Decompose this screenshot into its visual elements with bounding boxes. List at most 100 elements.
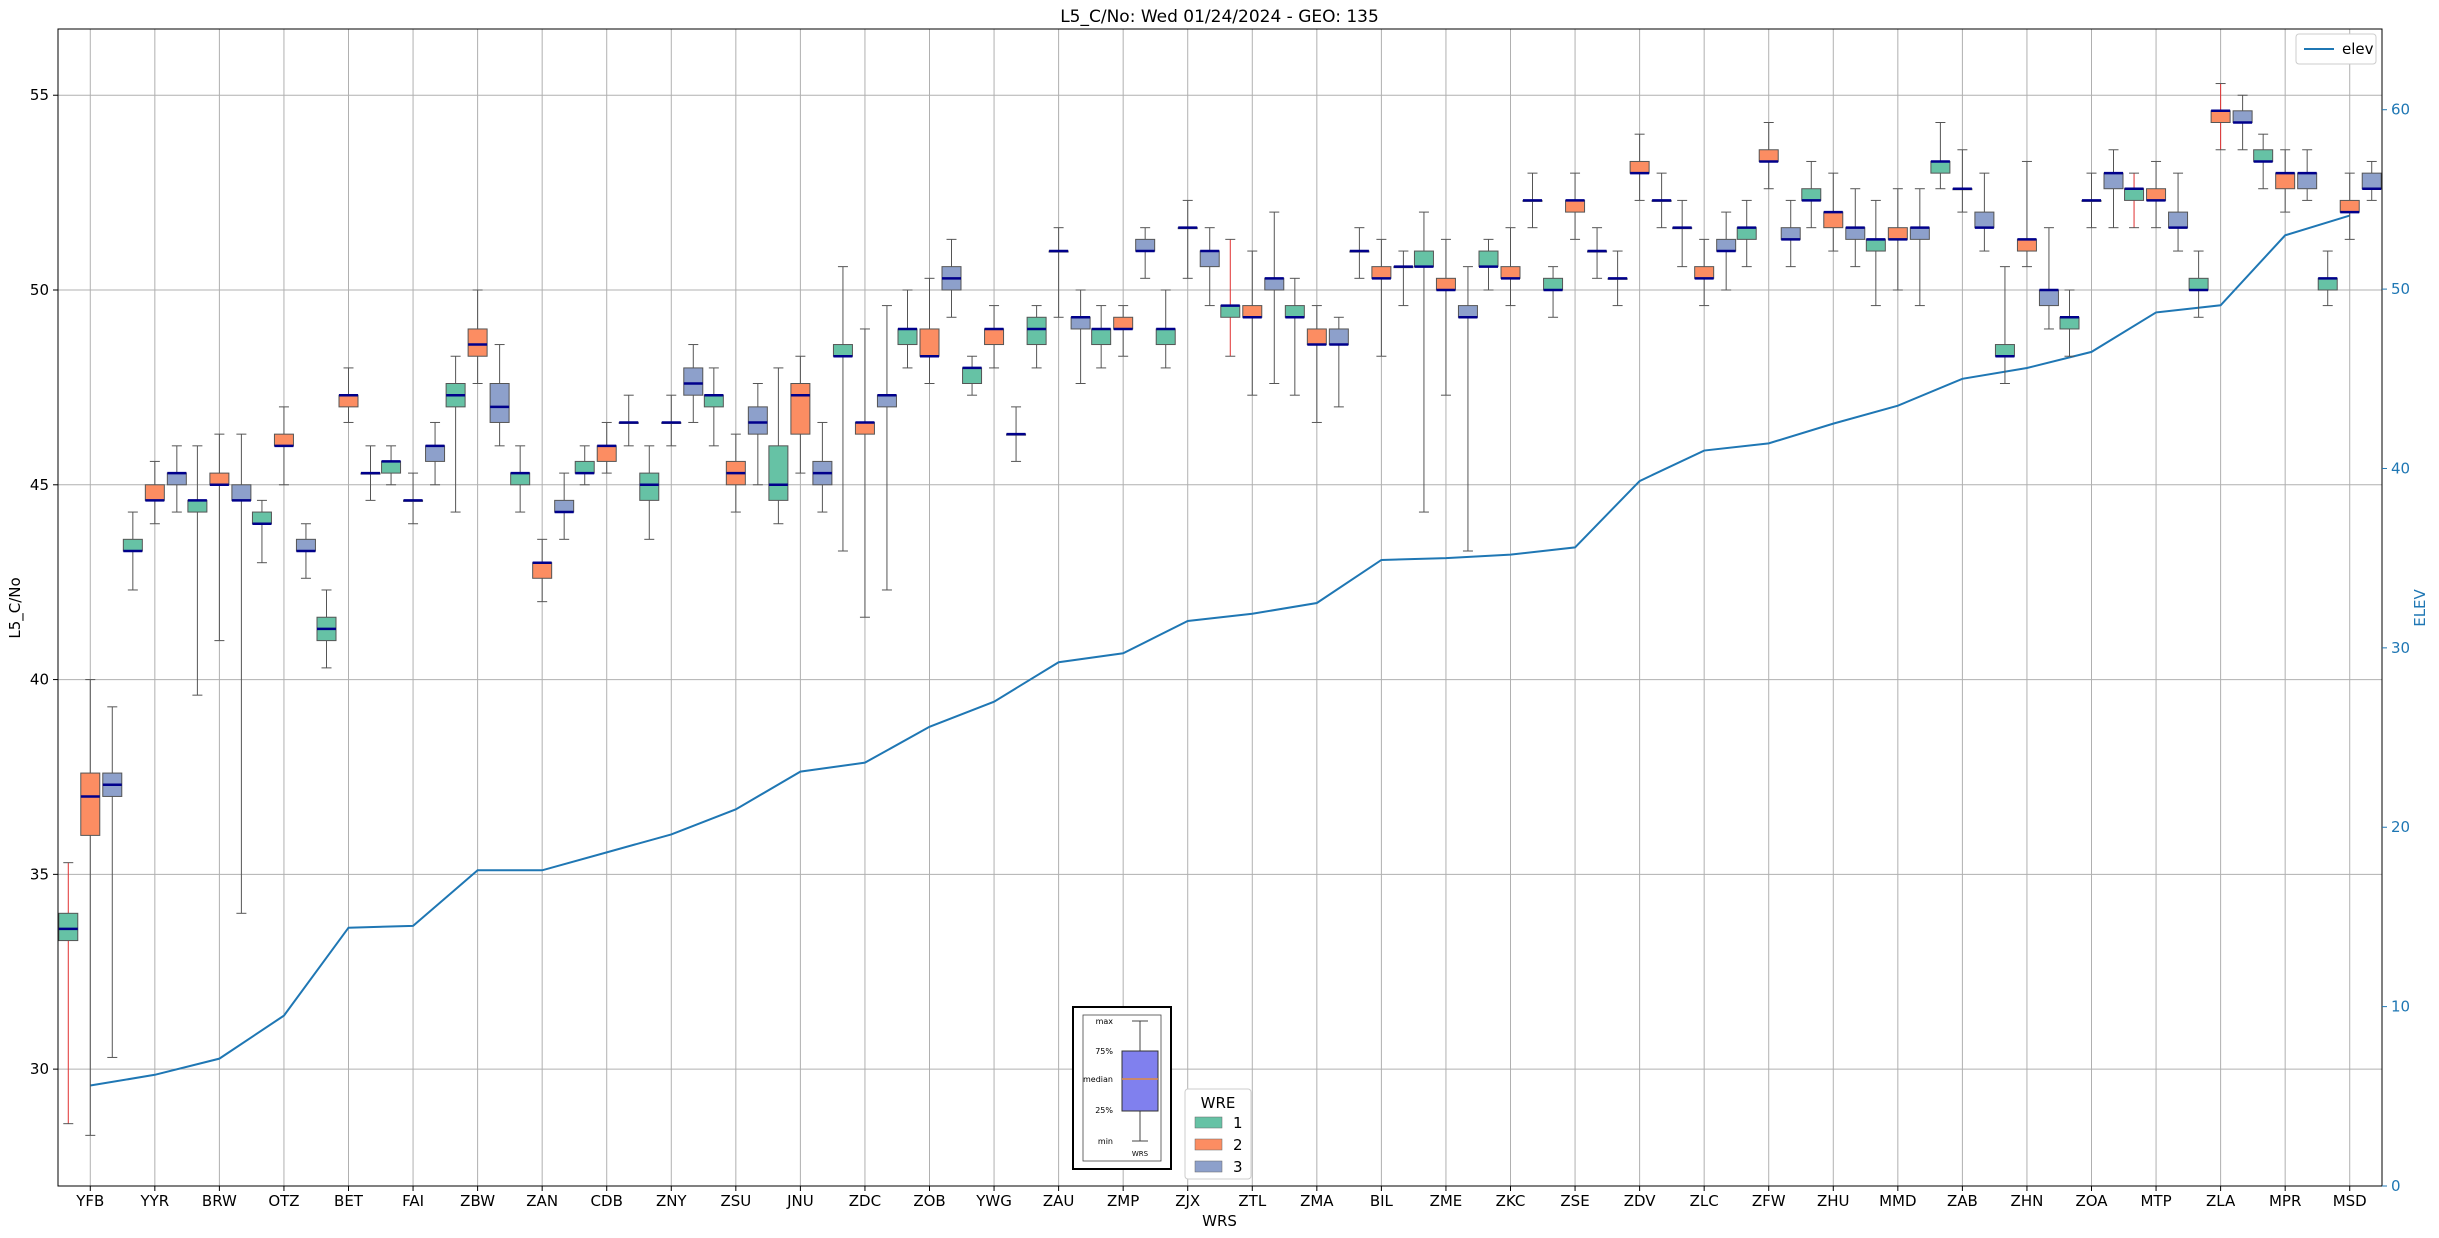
x-tick-label: ZFW bbox=[1752, 1192, 1786, 1210]
box-zdc-wre1 bbox=[832, 266, 853, 552]
x-tick-label: MPR bbox=[2269, 1192, 2301, 1210]
box-key-q3: 75% bbox=[1095, 1047, 1113, 1056]
x-tick-label: ZTL bbox=[1238, 1192, 1266, 1210]
box-ywg-wre2 bbox=[984, 305, 1005, 369]
box-iqr bbox=[273, 433, 294, 447]
x-tick-label: FAI bbox=[402, 1192, 424, 1210]
box-iqr bbox=[596, 445, 617, 462]
box-iqr bbox=[1994, 344, 2015, 357]
box-iqr bbox=[1887, 227, 1908, 240]
x-tick-label: YWG bbox=[975, 1192, 1012, 1210]
box-iqr bbox=[2297, 172, 2318, 190]
x-tick-label: CDB bbox=[591, 1192, 623, 1210]
box-ztl-wre2 bbox=[1242, 250, 1263, 396]
box-iqr bbox=[2339, 199, 2360, 213]
box-zhn-wre1 bbox=[1994, 266, 2015, 385]
box-iqr bbox=[2146, 188, 2167, 201]
box-mpr-wre3 bbox=[2297, 149, 2318, 201]
x-tick-label: BET bbox=[334, 1192, 364, 1210]
box-zhu-wre1 bbox=[1801, 160, 1822, 229]
box-jnu-wre2 bbox=[790, 355, 811, 474]
box-zan-wre1 bbox=[510, 445, 531, 513]
box-zla-wre2 bbox=[2210, 83, 2231, 151]
box-iqr bbox=[639, 472, 660, 501]
wre-legend-swatch-1 bbox=[1194, 1116, 1223, 1129]
box-iqr bbox=[1264, 277, 1285, 291]
box-brw-wre3 bbox=[231, 433, 252, 914]
box-brw-wre2 bbox=[209, 433, 230, 642]
x-tick-label: ZSE bbox=[1560, 1192, 1589, 1210]
box-zoa-wre1 bbox=[2059, 289, 2080, 357]
y-right-tick-label: 50 bbox=[2391, 280, 2410, 298]
box-zab-wre3 bbox=[1974, 172, 1995, 252]
x-tick-label: BRW bbox=[202, 1192, 237, 1210]
box-iqr bbox=[2188, 277, 2209, 291]
box-ztl-wre1 bbox=[1220, 238, 1241, 357]
box-zan-wre2 bbox=[532, 538, 553, 603]
y-tick-label: 45 bbox=[30, 476, 49, 494]
box-zoa-wre3 bbox=[2103, 149, 2124, 229]
box-cdb-wre2 bbox=[596, 421, 617, 474]
x-tick-label: ZKC bbox=[1496, 1192, 1526, 1210]
box-zmp-wre1 bbox=[1091, 305, 1112, 369]
box-mtp-wre1 bbox=[2124, 172, 2145, 229]
box-mtp-wre3 bbox=[2168, 172, 2189, 252]
y-axis-right: 0 10 20 30 40 50 60 bbox=[2382, 101, 2410, 1195]
x-tick-label: ZMA bbox=[1300, 1192, 1334, 1210]
box-iqr bbox=[1478, 250, 1499, 268]
box-iqr bbox=[574, 460, 595, 474]
box-iqr bbox=[231, 484, 252, 501]
x-tick-label: ZMP bbox=[1107, 1192, 1139, 1210]
box-zdc-wre2 bbox=[854, 328, 875, 618]
box-iqr bbox=[747, 406, 768, 435]
box-iqr bbox=[532, 562, 553, 579]
box-zny-wre2 bbox=[661, 394, 682, 447]
box-iqr bbox=[768, 445, 789, 501]
box-iqr bbox=[703, 394, 724, 408]
elev-layer bbox=[90, 214, 2351, 1087]
box-iqr bbox=[1091, 328, 1112, 346]
box-zfw-wre2 bbox=[1758, 121, 1779, 190]
wre-legend-swatch-2 bbox=[1194, 1138, 1223, 1151]
box-iqr bbox=[1435, 277, 1456, 291]
box-bet-wre1 bbox=[316, 589, 337, 669]
box-iqr bbox=[984, 328, 1005, 346]
box-zme-wre1 bbox=[1413, 211, 1434, 513]
box-iqr bbox=[1220, 305, 1241, 318]
x-tick-label: ZOA bbox=[2075, 1192, 2108, 1210]
box-zhu-wre3 bbox=[1845, 188, 1866, 268]
box-zsu-wre3 bbox=[747, 383, 768, 486]
box-zla-wre3 bbox=[2232, 94, 2253, 151]
box-iqr bbox=[1284, 305, 1305, 318]
box-iqr bbox=[251, 511, 272, 525]
box-key-q1: 25% bbox=[1095, 1106, 1113, 1115]
x-tick-label: ZAB bbox=[1947, 1192, 1978, 1210]
box-iqr bbox=[1909, 227, 1930, 240]
box-msd-wre3 bbox=[2361, 160, 2382, 201]
box-zob-wre3 bbox=[941, 238, 962, 318]
y-right-tick-label: 30 bbox=[2391, 639, 2410, 657]
box-zny-wre3 bbox=[683, 344, 704, 423]
box-iqr bbox=[467, 328, 488, 357]
box-iqr bbox=[554, 499, 575, 513]
x-tick-label: JNU bbox=[786, 1192, 814, 1210]
box-zdv-wre3 bbox=[1651, 172, 1672, 229]
box-iqr bbox=[1413, 250, 1434, 268]
box-zdv-wre1 bbox=[1607, 250, 1628, 307]
x-tick-label: ZAU bbox=[1043, 1192, 1075, 1210]
box-msd-wre1 bbox=[2317, 250, 2338, 307]
x-tick-label: ZAN bbox=[526, 1192, 558, 1210]
box-zjx-wre2 bbox=[1177, 199, 1198, 279]
box-otz-wre1 bbox=[251, 499, 272, 564]
x-tick-label: ZOB bbox=[913, 1192, 945, 1210]
x-tick-label: MTP bbox=[2140, 1192, 2171, 1210]
box-key-xlabel: WRS bbox=[1132, 1150, 1149, 1158]
box-iqr bbox=[1736, 227, 1757, 240]
boxes-layer bbox=[58, 83, 2382, 1136]
x-axis: YFB YYR BRW OTZ BET FAI ZBW ZAN CDB ZNY ZSU JNU ZDC Z… bbox=[75, 1186, 2367, 1210]
box-zfw-wre1 bbox=[1736, 199, 1757, 268]
box-iqr bbox=[1070, 316, 1091, 330]
wre-legend-label-3: 3 bbox=[1233, 1158, 1243, 1176]
box-iqr bbox=[790, 383, 811, 435]
box-zmp-wre3 bbox=[1135, 227, 1156, 279]
